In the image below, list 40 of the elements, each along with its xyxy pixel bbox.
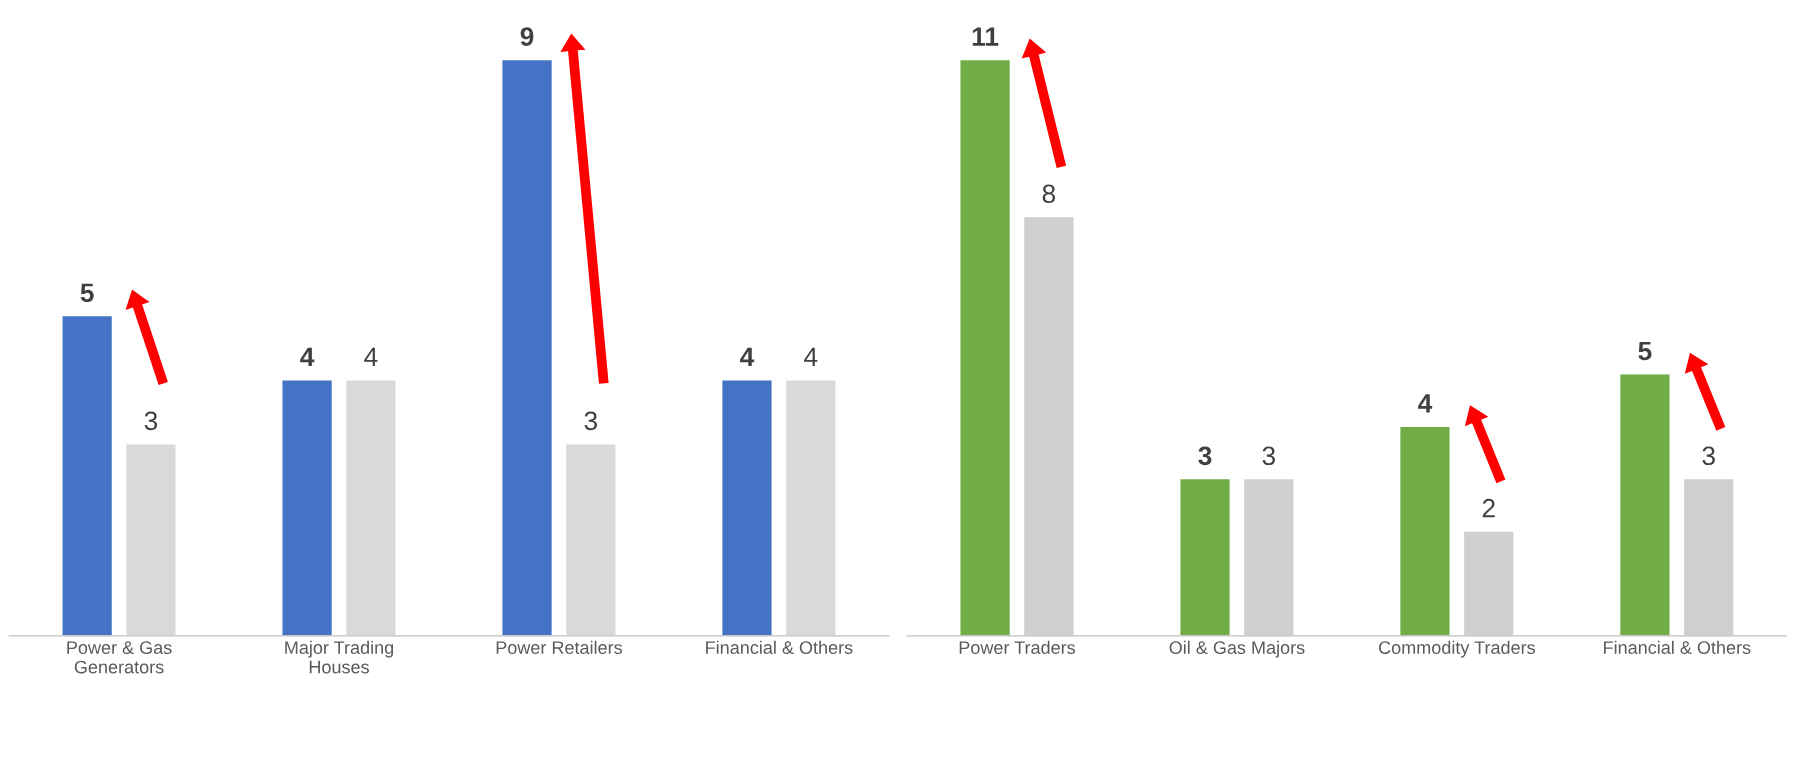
- data-label: 11: [972, 27, 999, 46]
- x-tick-label: Major Trading Houses: [285, 640, 394, 674]
- bar: [959, 58, 1012, 636]
- bar: [784, 378, 837, 636]
- data-label: 3: [1262, 446, 1275, 466]
- bar: [124, 443, 177, 636]
- data-label: 5: [1638, 341, 1652, 361]
- x-tick-label: Power Traders: [959, 640, 1076, 654]
- bar: [1022, 215, 1075, 636]
- data-label: 8: [1042, 184, 1056, 204]
- bar: [1242, 477, 1295, 636]
- data-label: 3: [1198, 446, 1212, 466]
- bar: [61, 314, 114, 636]
- bar: [1179, 477, 1232, 636]
- bar: [281, 378, 334, 636]
- x-tick-label: Oil & Gas Majors: [1169, 640, 1305, 658]
- data-label: 4: [364, 347, 378, 366]
- data-label: 4: [740, 347, 755, 366]
- x-tick-label: Commodity Traders: [1379, 640, 1535, 658]
- x-tick-label: Power Retailers: [496, 640, 623, 654]
- bar: [344, 378, 397, 636]
- bar: [721, 378, 773, 636]
- data-label: 4: [1418, 394, 1433, 413]
- data-label: 4: [804, 347, 818, 366]
- x-tick-label: Power & Gas Generators: [67, 641, 172, 674]
- bar: [501, 58, 554, 636]
- x-tick-label: Financial & Others: [706, 640, 853, 654]
- bar: [1618, 373, 1671, 636]
- bar: [1462, 530, 1515, 636]
- bar: [1398, 425, 1451, 636]
- data-label: 3: [1702, 446, 1715, 466]
- data-label: 3: [144, 411, 158, 431]
- data-label: 3: [584, 411, 598, 431]
- data-label: 2: [1482, 498, 1495, 518]
- data-label: 5: [80, 283, 94, 303]
- bar: [1682, 477, 1735, 636]
- bar: [564, 443, 617, 636]
- data-label: 9: [520, 27, 534, 46]
- x-tick-label: Financial & Others: [1604, 640, 1751, 654]
- data-label: 4: [300, 347, 315, 366]
